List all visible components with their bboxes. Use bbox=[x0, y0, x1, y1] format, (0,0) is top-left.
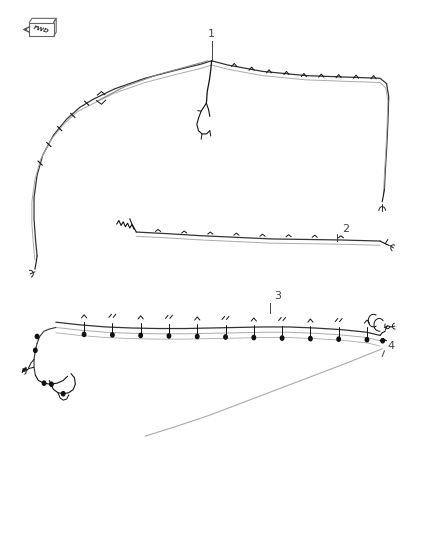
Circle shape bbox=[280, 336, 284, 340]
Circle shape bbox=[42, 381, 46, 385]
Text: FWD: FWD bbox=[33, 25, 50, 34]
Circle shape bbox=[195, 334, 199, 338]
Circle shape bbox=[111, 333, 114, 337]
Circle shape bbox=[35, 334, 39, 338]
Circle shape bbox=[224, 335, 227, 339]
Circle shape bbox=[139, 333, 142, 337]
Circle shape bbox=[82, 332, 86, 336]
Circle shape bbox=[61, 392, 65, 396]
Text: 2: 2 bbox=[342, 224, 349, 234]
Circle shape bbox=[49, 382, 53, 386]
Circle shape bbox=[365, 337, 369, 342]
Circle shape bbox=[337, 337, 340, 341]
Text: 4: 4 bbox=[388, 341, 395, 351]
Text: 1: 1 bbox=[208, 28, 215, 38]
Circle shape bbox=[381, 338, 385, 343]
Circle shape bbox=[252, 335, 255, 340]
Circle shape bbox=[34, 348, 37, 352]
Circle shape bbox=[309, 336, 312, 341]
Text: 3: 3 bbox=[274, 292, 281, 302]
Circle shape bbox=[167, 334, 171, 338]
